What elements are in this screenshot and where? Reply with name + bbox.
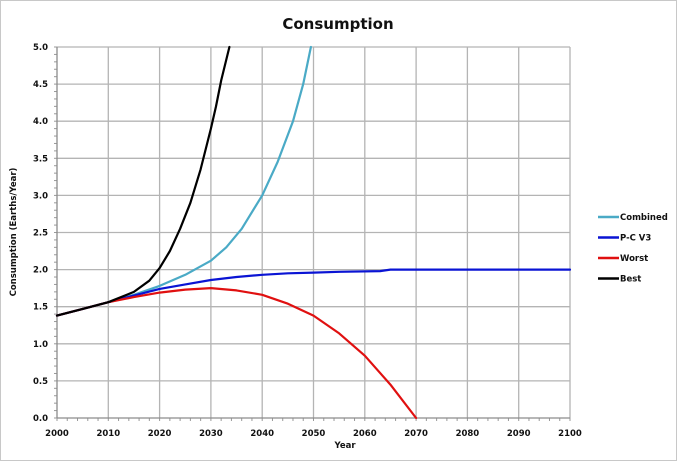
series-line-best bbox=[55, 45, 231, 317]
y-tick-label: 3.0 bbox=[33, 191, 48, 201]
legend-label: Combined bbox=[620, 213, 668, 223]
y-tick-label: 0.0 bbox=[33, 414, 48, 424]
series-lines bbox=[55, 45, 572, 420]
x-tick-label: 2000 bbox=[45, 429, 69, 439]
y-tick-label: 1.0 bbox=[33, 340, 48, 350]
legend-label: Best bbox=[620, 275, 641, 285]
legend-label: P-C V3 bbox=[620, 234, 651, 244]
x-tick-labels: 2000 2010 2020 2030 2040 2050 2060 2070 2080 2090… bbox=[45, 429, 582, 439]
x-tick-label: 2090 bbox=[507, 429, 531, 439]
series-line-worst bbox=[55, 287, 418, 420]
x-axis-label: Year bbox=[333, 441, 356, 451]
y-tick-label: 0.5 bbox=[33, 377, 48, 387]
grid bbox=[57, 46, 571, 418]
x-tick-label: 2080 bbox=[456, 429, 480, 439]
x-tick-label: 2040 bbox=[250, 429, 274, 439]
y-tick-label: 3.5 bbox=[33, 154, 48, 164]
x-tick-label: 2060 bbox=[353, 429, 377, 439]
y-tick-label: 2.0 bbox=[33, 266, 48, 276]
legend-label: Worst bbox=[620, 254, 648, 264]
y-tick-labels: 0.0 0.5 1.0 1.5 2.0 2.5 3.0 3.5 4.0 4.5 5.0 bbox=[33, 43, 48, 424]
legend: Combined P-C V3 Worst Best bbox=[598, 213, 668, 285]
y-tick-label: 1.5 bbox=[33, 303, 48, 313]
y-tick-label: 4.0 bbox=[33, 117, 48, 127]
x-tick-label: 2070 bbox=[404, 429, 428, 439]
x-tick-label: 2100 bbox=[558, 429, 582, 439]
y-tick-label: 2.5 bbox=[33, 229, 48, 239]
series-line-combined bbox=[55, 45, 312, 317]
x-tick-label: 2050 bbox=[302, 429, 326, 439]
y-tick-label: 4.5 bbox=[33, 80, 48, 90]
y-axis-label: Consumption (Earths/Year) bbox=[9, 167, 19, 296]
y-tick-label: 5.0 bbox=[33, 43, 48, 53]
x-tick-label: 2020 bbox=[148, 429, 172, 439]
chart-title: Consumption bbox=[282, 15, 393, 33]
x-tick-label: 2010 bbox=[96, 429, 120, 439]
axes bbox=[54, 46, 571, 421]
x-tick-label: 2030 bbox=[199, 429, 223, 439]
